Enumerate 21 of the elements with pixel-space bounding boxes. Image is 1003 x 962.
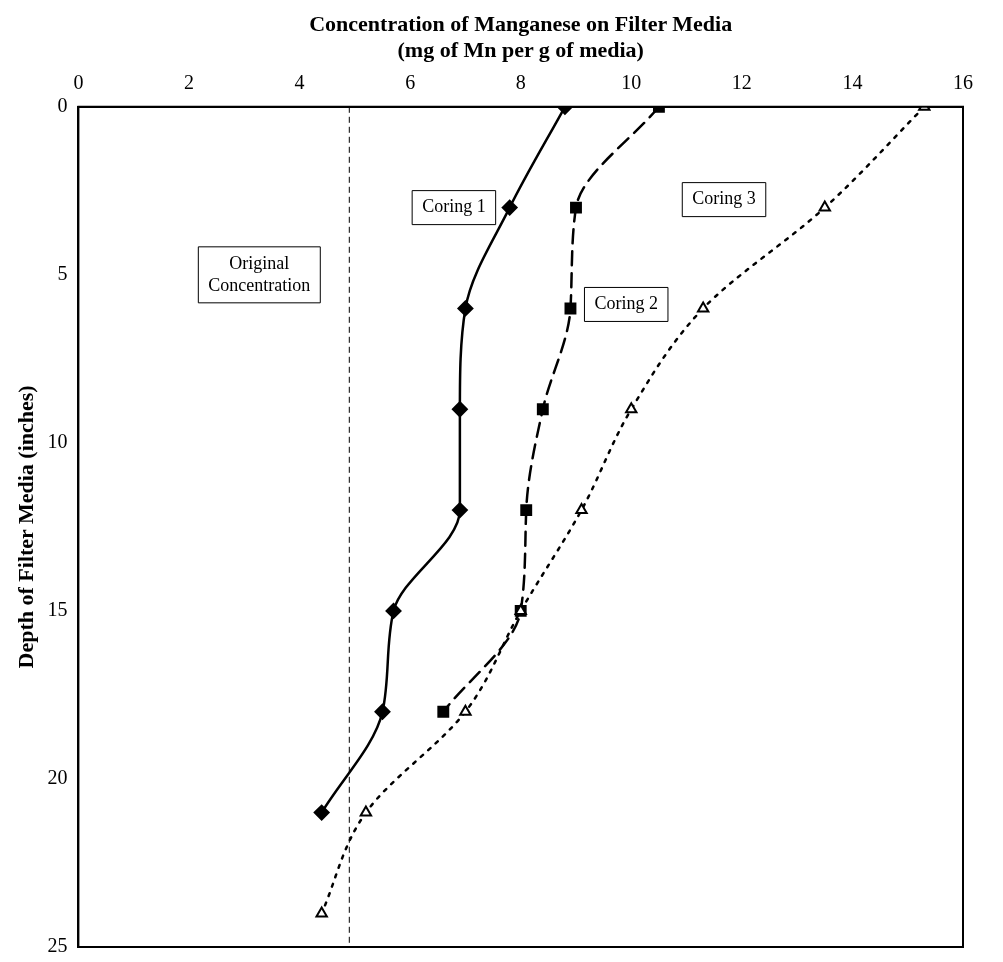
x-tick-label: 8	[515, 71, 526, 94]
x-tick-label: 2	[183, 71, 194, 94]
text: Coring 3	[692, 188, 756, 209]
ref-line-label: Original Concentration	[208, 252, 311, 295]
x-tick-label: 16	[953, 71, 973, 94]
y-tick-label: 25	[47, 934, 68, 957]
y-tick-label: 15	[47, 598, 68, 621]
y-tick-label: 5	[57, 262, 68, 285]
x-axis-title: Concentration of Manganese on Filter Media (mg of Mn per g of media)	[309, 10, 733, 63]
series-label: Coring 1	[422, 196, 486, 217]
x-tick-label: 4	[294, 71, 305, 94]
series-label: Coring 2	[594, 293, 658, 314]
x-tick-label: 14	[842, 71, 863, 94]
y-axis-title: Depth of Filter Media (inches)	[12, 385, 38, 669]
x-tick-label: 10	[621, 71, 642, 94]
x-tick-label: 6	[405, 71, 416, 94]
y-tick-label: 20	[47, 766, 68, 789]
y-tick-label: 10	[47, 430, 68, 453]
x-tick-label: 12	[731, 71, 752, 94]
x-tick-label: 0	[73, 71, 84, 94]
y-tick-label: 0	[57, 94, 68, 117]
